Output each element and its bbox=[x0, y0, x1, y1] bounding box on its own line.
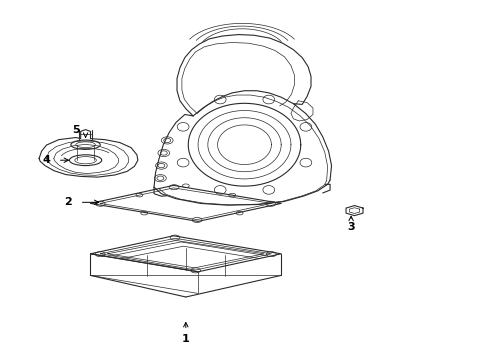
Text: 2: 2 bbox=[64, 197, 72, 207]
Text: 1: 1 bbox=[182, 334, 189, 344]
Text: 5: 5 bbox=[72, 125, 80, 135]
Text: 4: 4 bbox=[42, 155, 50, 165]
Text: 3: 3 bbox=[346, 222, 354, 232]
